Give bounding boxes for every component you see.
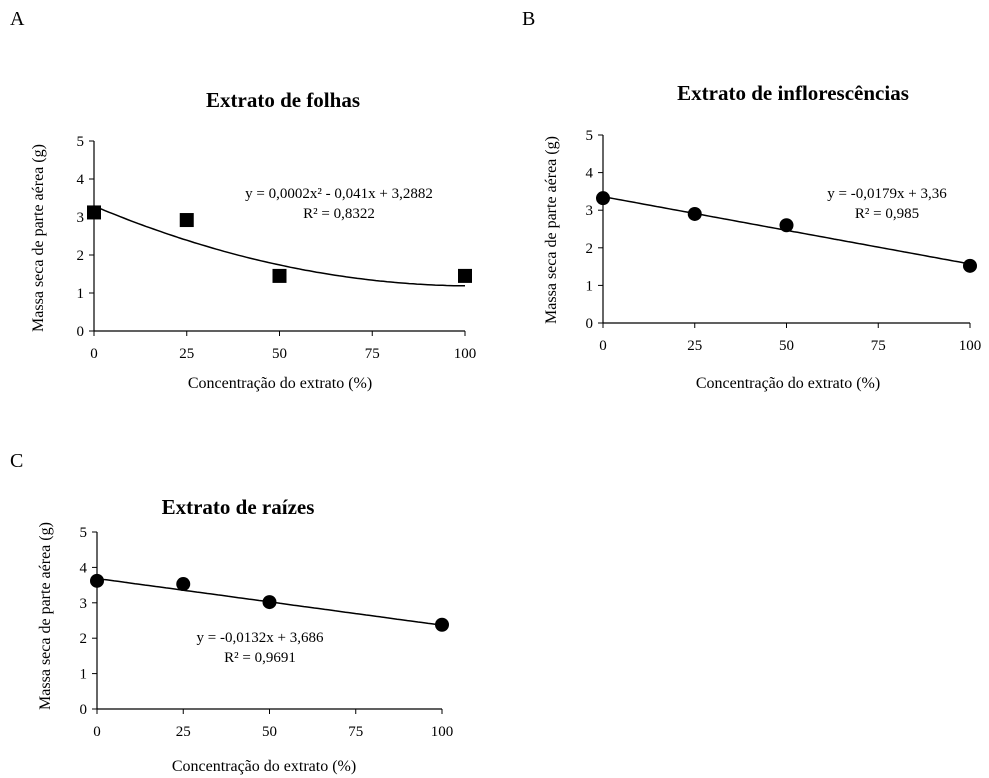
data-point xyxy=(262,595,277,610)
data-point xyxy=(90,573,104,588)
y-axis-label: Massa seca de parte aérea (g) xyxy=(30,144,47,332)
x-axis-label: Concentração do extrato (%) xyxy=(696,375,880,392)
chart-title: Extrato de raízes xyxy=(162,495,315,519)
equation-label: y = -0,0132x + 3,686 xyxy=(197,630,324,646)
equation-label: y = -0,0179x + 3,36 xyxy=(827,186,947,202)
y-tick-label: 2 xyxy=(77,248,85,264)
y-tick-label: 3 xyxy=(77,210,85,226)
y-tick-label: 5 xyxy=(77,134,85,150)
x-tick-label: 100 xyxy=(959,338,982,354)
y-tick-label: 4 xyxy=(80,560,88,576)
y-tick-label: 0 xyxy=(80,702,88,718)
data-point xyxy=(596,191,610,206)
x-tick-label: 50 xyxy=(262,724,277,740)
x-tick-label: 75 xyxy=(365,346,380,362)
x-tick-label: 0 xyxy=(90,346,98,362)
r2-label: R² = 0,985 xyxy=(855,206,919,222)
r2-label: R² = 0,8322 xyxy=(303,206,375,222)
y-axis: 0 1 2 3 4 5 xyxy=(80,525,98,718)
y-tick-label: 4 xyxy=(77,172,85,188)
panel-label-b: B xyxy=(522,8,536,30)
y-tick-label: 2 xyxy=(586,241,594,257)
data-point xyxy=(272,268,287,283)
x-tick-label: 25 xyxy=(176,724,191,740)
x-tick-label: 25 xyxy=(687,338,702,354)
x-axis-label: Concentração do extrato (%) xyxy=(172,758,356,775)
y-tick-label: 4 xyxy=(586,166,594,182)
data-point xyxy=(176,577,191,592)
x-tick-label: 50 xyxy=(779,338,794,354)
data-point xyxy=(687,206,702,221)
x-tick-label: 75 xyxy=(348,724,363,740)
y-tick-label: 1 xyxy=(586,278,594,294)
data-point xyxy=(458,268,472,283)
trendline-path xyxy=(93,205,465,287)
y-tick-label: 5 xyxy=(80,525,88,541)
x-tick-label: 0 xyxy=(93,724,101,740)
r2-label: R² = 0,9691 xyxy=(224,650,296,666)
y-tick-label: 2 xyxy=(80,631,88,647)
y-tick-label: 1 xyxy=(77,286,85,302)
x-tick-label: 0 xyxy=(599,338,607,354)
x-axis-label: Concentração do extrato (%) xyxy=(188,375,372,392)
chart-title: Extrato de folhas xyxy=(206,88,360,112)
data-points xyxy=(596,191,977,273)
data-point xyxy=(779,218,794,233)
panel-label-a: A xyxy=(10,8,25,30)
panel-label-c: C xyxy=(10,450,24,472)
y-axis: 0 1 2 3 4 5 xyxy=(77,134,95,340)
y-tick-label: 5 xyxy=(586,128,594,144)
y-tick-label: 0 xyxy=(77,324,85,340)
x-tick-label: 100 xyxy=(454,346,477,362)
data-points xyxy=(90,573,449,632)
x-axis: 0 25 50 75 100 xyxy=(599,322,982,354)
equation-label: y = 0,0002x² - 0,041x + 3,2882 xyxy=(245,186,433,202)
x-tick-label: 75 xyxy=(871,338,886,354)
y-axis: 0 1 2 3 4 5 xyxy=(586,128,604,332)
x-tick-label: 50 xyxy=(272,346,287,362)
x-tick-label: 25 xyxy=(179,346,194,362)
data-point xyxy=(963,258,977,273)
y-axis-label: Massa seca de parte aérea (g) xyxy=(37,522,54,710)
x-axis: 0 25 50 75 100 xyxy=(90,330,477,362)
x-axis: 0 25 50 75 100 xyxy=(93,708,454,740)
data-points xyxy=(87,205,472,283)
trendline xyxy=(93,205,465,287)
data-point xyxy=(435,617,449,632)
y-tick-label: 0 xyxy=(586,316,594,332)
data-point xyxy=(179,213,194,228)
y-axis-label: Massa seca de parte aérea (g) xyxy=(543,136,560,324)
x-tick-label: 100 xyxy=(431,724,454,740)
chart-title: Extrato de inflorescências xyxy=(677,81,909,105)
y-tick-label: 3 xyxy=(586,203,594,219)
data-point xyxy=(87,205,101,220)
y-tick-label: 3 xyxy=(80,596,88,612)
y-tick-label: 1 xyxy=(80,667,88,683)
